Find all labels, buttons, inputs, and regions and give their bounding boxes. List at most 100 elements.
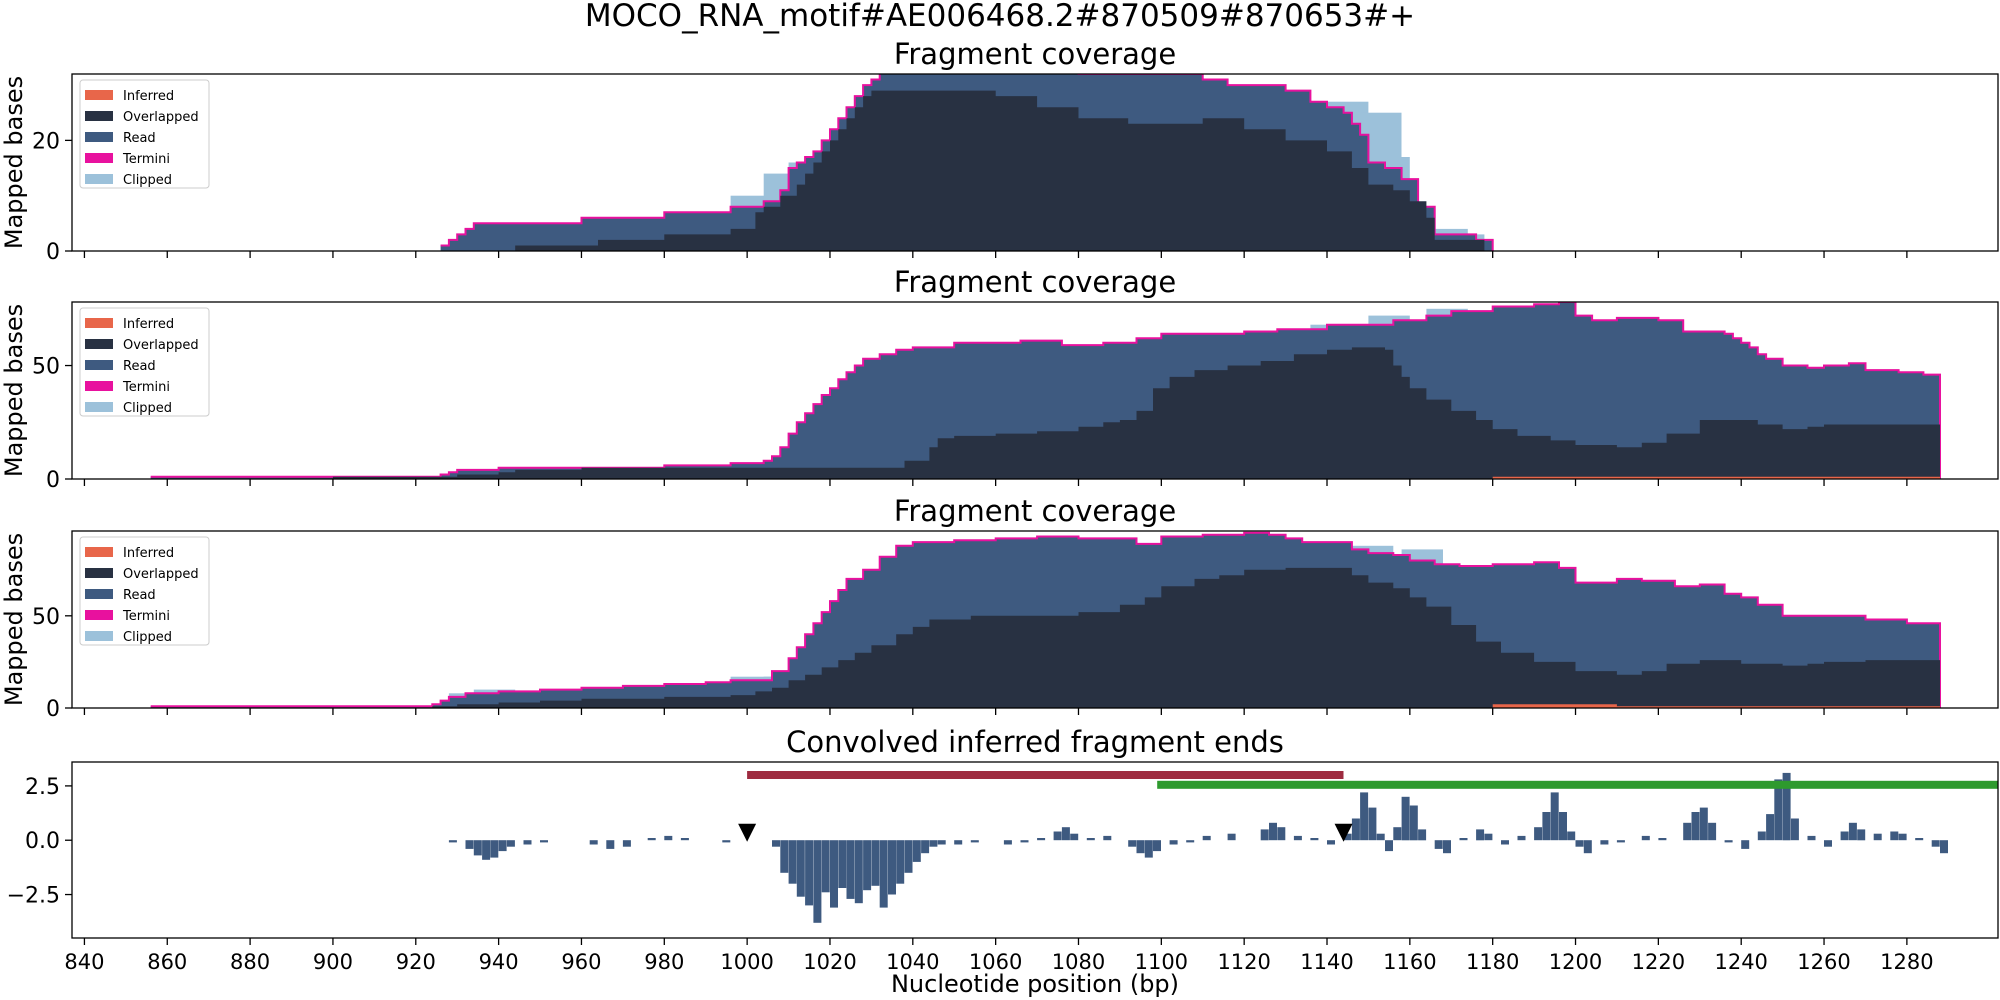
x-axis-label: Nucleotide position (bp): [891, 970, 1179, 998]
bar: [664, 835, 673, 841]
bar: [1840, 831, 1849, 841]
bar: [813, 840, 822, 923]
x-tick-label: 980: [644, 950, 684, 974]
x-tick-label: 1000: [720, 950, 773, 974]
x-tick-label: 840: [64, 950, 104, 974]
overlapped-area: [432, 567, 1945, 708]
bar: [1550, 792, 1559, 841]
x-tick-label: 880: [230, 950, 270, 974]
bar: [473, 840, 482, 856]
x-tick-label: 960: [561, 950, 601, 974]
bar: [1202, 835, 1211, 841]
bar: [1476, 829, 1485, 841]
bar: [1144, 840, 1153, 858]
bar: [796, 840, 805, 897]
legend-label-overlapped: Overlapped: [123, 338, 199, 353]
bar: [1227, 833, 1236, 841]
bar: [846, 840, 855, 899]
x-tick-label: 1220: [1632, 950, 1685, 974]
bar: [680, 838, 689, 841]
panel-4-title: Convolved inferred fragment ends: [786, 725, 1284, 759]
x-tick-label: 1020: [803, 950, 856, 974]
legend-swatch-termini: [85, 610, 113, 620]
triangle-marker: [1334, 823, 1353, 842]
x-tick-label: 1060: [969, 950, 1022, 974]
termini-line: [150, 302, 1941, 479]
legend-label-inferred: Inferred: [123, 546, 174, 561]
panel-1: Fragment coverage Inferred Overlapped Read T…: [0, 37, 1999, 265]
y-tick-label: 0: [46, 240, 60, 265]
y-tick-label: 50: [32, 355, 60, 380]
bar: [1003, 840, 1012, 845]
x-tick-label: 900: [313, 950, 353, 974]
panel-plot-area: [150, 302, 1945, 479]
bar: [854, 840, 863, 904]
bar: [622, 840, 631, 847]
bar: [1277, 827, 1286, 841]
bar: [540, 840, 548, 843]
bar: [1443, 840, 1451, 854]
x-tick-label: 1200: [1549, 950, 1602, 974]
bar: [1534, 827, 1543, 841]
bar: [1086, 838, 1095, 841]
bar: [606, 840, 615, 849]
legend-label-inferred: Inferred: [123, 89, 174, 104]
bar: [830, 840, 838, 908]
legend-label-termini: Termini: [122, 152, 170, 167]
legend-swatch-overlapped: [85, 339, 113, 349]
bar: [1269, 822, 1277, 841]
x-tick-label: 1280: [1880, 950, 1933, 974]
bar: [772, 840, 780, 847]
bar: [921, 840, 930, 854]
x-tick-label: 1140: [1300, 950, 1353, 974]
legend-swatch-overlapped: [85, 568, 113, 578]
bar: [929, 840, 938, 847]
legend-swatch-clipped: [85, 402, 113, 412]
bar: [821, 840, 830, 893]
legend-swatch-clipped: [85, 631, 113, 641]
triangle-marker: [738, 823, 757, 842]
legend-label-read: Read: [123, 588, 156, 603]
bar: [1683, 822, 1692, 841]
x-tick-label: 1100: [1135, 950, 1188, 974]
legend-label-termini: Termini: [122, 380, 170, 395]
bar: [838, 840, 847, 888]
bar: [722, 840, 731, 843]
bar: [780, 840, 789, 873]
inferred-area: [1492, 704, 1945, 708]
legend-swatch-clipped: [85, 174, 113, 184]
bar: [1559, 812, 1567, 841]
y-tick-label: −2.5: [7, 884, 60, 909]
bar: [448, 840, 457, 843]
bar: [1401, 796, 1410, 841]
bar: [1484, 833, 1493, 841]
bar: [888, 840, 896, 895]
bar: [1807, 835, 1816, 841]
bar: [647, 838, 656, 841]
x-tick-label: 1040: [886, 950, 939, 974]
bar: [1782, 772, 1791, 841]
bar: [788, 840, 797, 884]
panel-3-title: Fragment coverage: [894, 494, 1176, 528]
bar: [1153, 840, 1161, 852]
bar: [1658, 838, 1667, 841]
bar: [863, 840, 872, 891]
bar: [1898, 833, 1907, 841]
bar: [1343, 833, 1352, 841]
panel-frame: [71, 530, 1999, 709]
panel-plot-area: [448, 771, 1998, 923]
red-interval-bar: [747, 771, 1344, 779]
bar: [937, 840, 946, 845]
bar: [1376, 833, 1385, 841]
legend: Inferred Overlapped Read Termini Clipped: [79, 536, 210, 646]
panel-frame: [71, 761, 1999, 939]
bar: [589, 840, 598, 845]
legend-label-read: Read: [123, 359, 156, 374]
y-tick-label: 0: [46, 468, 60, 493]
y-axis-label: Mapped bases: [0, 304, 28, 477]
bar: [1940, 840, 1948, 854]
bar: [490, 840, 499, 858]
bar: [1053, 831, 1062, 841]
bar: [871, 840, 880, 886]
bar: [1873, 833, 1882, 841]
